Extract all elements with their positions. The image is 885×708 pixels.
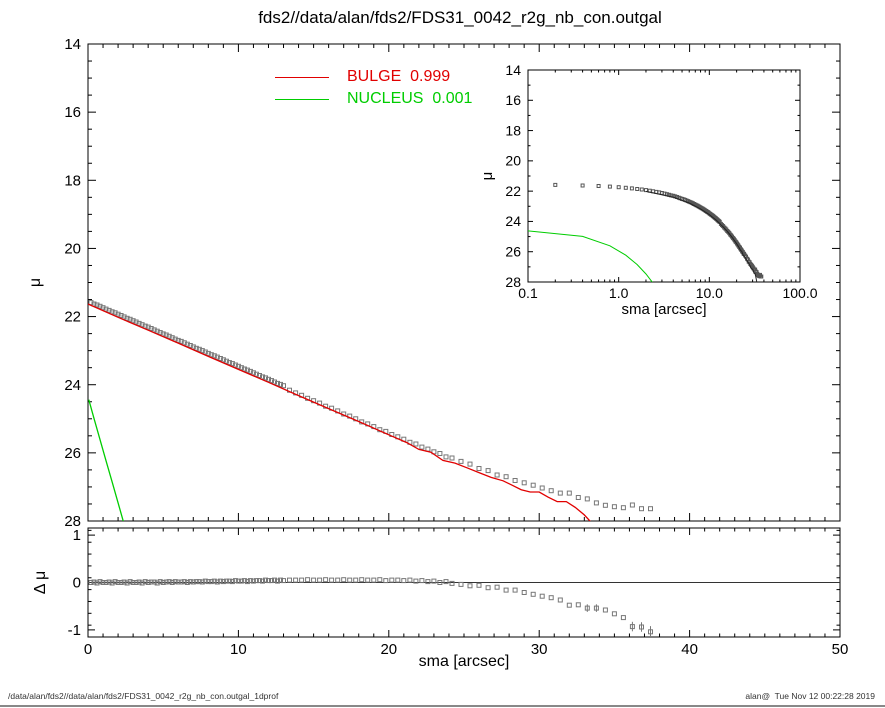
svg-text:50: 50 (832, 641, 849, 658)
svg-text:100.0: 100.0 (782, 285, 817, 301)
svg-text:sma [arcsec]: sma [arcsec] (419, 653, 510, 670)
svg-text:18: 18 (505, 122, 521, 138)
svg-text:Δ μ: Δ μ (32, 571, 49, 594)
svg-text:26: 26 (505, 243, 521, 259)
svg-text:40: 40 (681, 641, 698, 658)
svg-text:0: 0 (84, 641, 92, 658)
svg-text:22: 22 (505, 183, 521, 199)
svg-text:20: 20 (505, 153, 521, 169)
svg-text:24: 24 (505, 213, 521, 229)
svg-text:μ: μ (479, 172, 496, 181)
svg-text:26: 26 (64, 445, 81, 462)
bottom-border-line (0, 705, 885, 707)
svg-text:16: 16 (505, 92, 521, 108)
svg-text:1: 1 (73, 527, 81, 544)
legend-label-nucleus: NUCLEUS 0.001 (347, 90, 473, 107)
legend: BULGE 0.999 NUCLEUS 0.001 (275, 66, 472, 110)
svg-text:24: 24 (64, 377, 81, 394)
plot-title: fds2//data/alan/fds2/FDS31_0042_r2g_nb_c… (258, 8, 662, 27)
main-chart: 14 16 18 20 22 24 26 28 μ (27, 36, 841, 530)
svg-text:22: 22 (64, 309, 81, 326)
svg-text:14: 14 (505, 62, 521, 78)
svg-text:0.1: 0.1 (518, 285, 538, 301)
svg-text:28: 28 (505, 274, 521, 290)
svg-text:0: 0 (73, 575, 81, 592)
svg-text:10: 10 (230, 641, 247, 658)
footer-output-path: /data/alan/fds2//data/alan/fds2/FDS31_00… (8, 691, 279, 701)
legend-label-bulge: BULGE 0.999 (347, 68, 451, 85)
inset-chart: 0.1 1.0 10.0 100.0 14 16 18 20 22 24 26 28 sma [arcs… (479, 62, 818, 318)
svg-text:-1: -1 (68, 622, 81, 639)
svg-text:1.0: 1.0 (609, 285, 629, 301)
nucleus-line-swatch (275, 98, 329, 100)
svg-text:14: 14 (64, 36, 81, 53)
legend-item-bulge: BULGE 0.999 (275, 66, 472, 88)
svg-text:30: 30 (531, 641, 548, 658)
bulge-line-swatch (275, 76, 329, 78)
svg-text:28: 28 (64, 513, 81, 530)
svg-text:10.0: 10.0 (696, 285, 723, 301)
svg-text:20: 20 (64, 241, 81, 258)
svg-text:μ: μ (27, 278, 44, 287)
legend-item-nucleus: NUCLEUS 0.001 (275, 88, 472, 110)
svg-text:20: 20 (380, 641, 397, 658)
footer-user-timestamp: alan@ Tue Nov 12 00:22:28 2019 (745, 691, 875, 701)
svg-text:sma [arcsec]: sma [arcsec] (621, 301, 706, 318)
svg-text:18: 18 (64, 172, 81, 189)
svg-text:16: 16 (64, 104, 81, 121)
